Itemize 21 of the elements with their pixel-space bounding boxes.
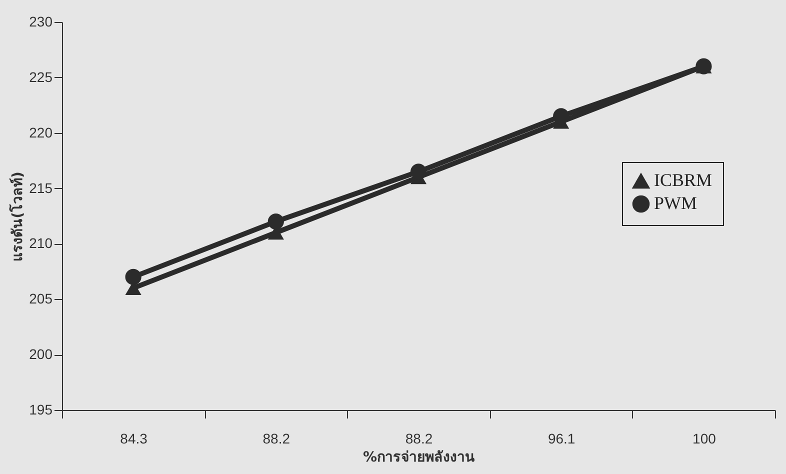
y-tick-label: 220 xyxy=(29,124,53,140)
y-tick-label: 225 xyxy=(29,68,53,85)
y-tick-label: 230 xyxy=(29,14,53,30)
x-tick-label: 84.3 xyxy=(120,430,148,446)
y-axis-title: แรงดัน(โวลท์) xyxy=(8,172,26,262)
y-tick-label: 205 xyxy=(29,290,53,307)
x-tick-label: 88.2 xyxy=(405,430,433,446)
y-tick-label: 210 xyxy=(29,235,53,252)
point xyxy=(410,164,427,180)
point xyxy=(553,108,570,124)
y-tick-label: 215 xyxy=(29,180,53,196)
legend-label: ICBRM xyxy=(654,170,712,190)
y-tick-label: 200 xyxy=(29,346,53,362)
x-axis-title: %การจ่ายพลังงาน xyxy=(362,450,476,466)
x-tick-label: 100 xyxy=(692,430,716,446)
y-tick-label: 195 xyxy=(29,402,53,418)
x-tick-label: 88.2 xyxy=(262,430,290,446)
legend-label: PWM xyxy=(654,193,698,213)
point xyxy=(268,213,284,230)
x-tick-label: 96.1 xyxy=(548,430,576,446)
point xyxy=(125,268,142,286)
